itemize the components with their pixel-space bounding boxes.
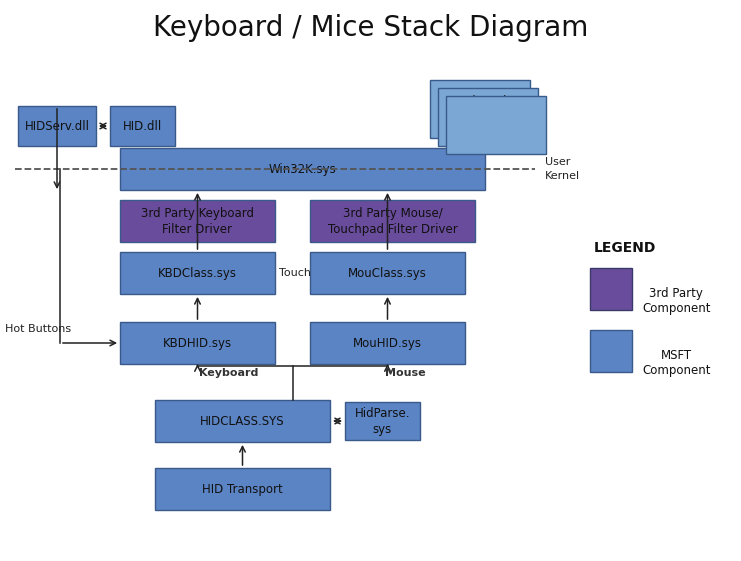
FancyBboxPatch shape bbox=[120, 322, 275, 364]
FancyBboxPatch shape bbox=[310, 200, 475, 242]
Text: MSFT
Component: MSFT Component bbox=[642, 349, 711, 377]
Text: Keyboard
Layout DLL: Keyboard Layout DLL bbox=[447, 94, 513, 123]
Text: KBDHID.sys: KBDHID.sys bbox=[163, 337, 232, 350]
FancyBboxPatch shape bbox=[110, 106, 175, 146]
FancyBboxPatch shape bbox=[155, 400, 330, 442]
Text: Mouse: Mouse bbox=[385, 368, 426, 378]
Text: Keyboard: Keyboard bbox=[199, 368, 259, 378]
FancyBboxPatch shape bbox=[310, 252, 465, 294]
Text: User: User bbox=[545, 157, 571, 167]
Text: Keyboard / Mice Stack Diagram: Keyboard / Mice Stack Diagram bbox=[153, 14, 588, 42]
Text: HidParse.
sys: HidParse. sys bbox=[355, 407, 411, 435]
Text: KBDClass.sys: KBDClass.sys bbox=[158, 266, 237, 279]
Text: HID Transport: HID Transport bbox=[202, 482, 283, 495]
FancyBboxPatch shape bbox=[446, 96, 546, 154]
FancyBboxPatch shape bbox=[590, 268, 632, 310]
Text: LEGEND: LEGEND bbox=[594, 241, 657, 255]
Text: Hot Buttons: Hot Buttons bbox=[5, 324, 71, 334]
Text: 3rd Party Keyboard
Filter Driver: 3rd Party Keyboard Filter Driver bbox=[141, 206, 254, 236]
Text: HIDCLASS.SYS: HIDCLASS.SYS bbox=[200, 415, 285, 427]
Text: MouClass.sys: MouClass.sys bbox=[348, 266, 427, 279]
Text: Touch: Touch bbox=[279, 268, 311, 278]
Text: HIDServ.dll: HIDServ.dll bbox=[24, 119, 90, 132]
Text: 3rd Party
Component: 3rd Party Component bbox=[642, 287, 711, 315]
Text: Win32K.sys: Win32K.sys bbox=[269, 163, 336, 176]
FancyBboxPatch shape bbox=[120, 148, 485, 190]
FancyBboxPatch shape bbox=[345, 402, 420, 440]
FancyBboxPatch shape bbox=[590, 330, 632, 372]
Text: 3rd Party Mouse/
Touchpad Filter Driver: 3rd Party Mouse/ Touchpad Filter Driver bbox=[328, 206, 457, 236]
FancyBboxPatch shape bbox=[310, 322, 465, 364]
FancyBboxPatch shape bbox=[430, 80, 530, 138]
FancyBboxPatch shape bbox=[18, 106, 96, 146]
FancyBboxPatch shape bbox=[120, 200, 275, 242]
FancyBboxPatch shape bbox=[155, 468, 330, 510]
Text: Kernel: Kernel bbox=[545, 171, 580, 181]
FancyBboxPatch shape bbox=[120, 252, 275, 294]
FancyBboxPatch shape bbox=[438, 88, 538, 146]
Text: MouHID.sys: MouHID.sys bbox=[353, 337, 422, 350]
Text: HID.dll: HID.dll bbox=[123, 119, 162, 132]
